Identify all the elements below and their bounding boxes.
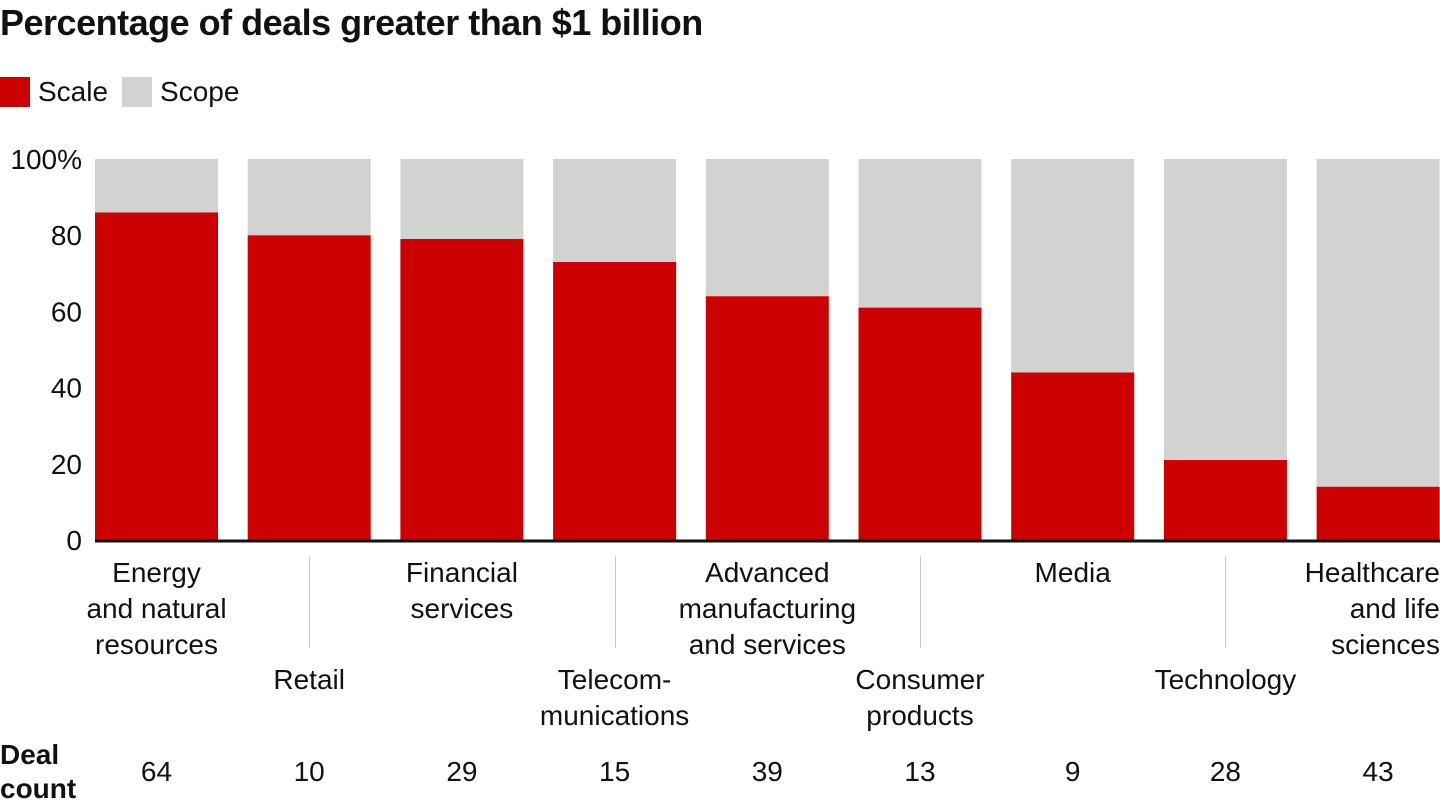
- y-tick-label: 80: [51, 220, 82, 251]
- category-label: Advanced manufacturing and services: [678, 557, 857, 660]
- legend-label-scope: Scope: [160, 76, 240, 107]
- deal-count-value: 9: [1064, 756, 1081, 787]
- bar-scope: [705, 159, 829, 297]
- deal-count-value: 39: [751, 756, 783, 787]
- y-tick-label: 100%: [10, 144, 82, 175]
- label-divider: [309, 556, 311, 648]
- category-label: Financial services: [405, 557, 518, 624]
- bar-scale: [1316, 486, 1440, 540]
- category-label: Healthcare and life sciences: [1304, 557, 1440, 660]
- category-label: Energy and natural resources: [86, 557, 227, 660]
- legend-label-scale: Scale: [38, 76, 109, 107]
- bar-scope: [95, 159, 218, 213]
- bar-scope: [1163, 159, 1287, 460]
- bar-scale: [858, 307, 982, 540]
- bar-scale: [553, 261, 677, 540]
- chart-plot: 0 20 40 60 80 100%: [10, 144, 1440, 556]
- bar-scope: [247, 159, 371, 236]
- bar-scale: [95, 212, 218, 540]
- bar-scope: [1011, 159, 1135, 373]
- legend-swatch-scale: [0, 77, 30, 107]
- legend: Scale Scope: [0, 76, 253, 108]
- label-divider: [1225, 556, 1227, 648]
- legend-item-scale: Scale: [0, 76, 108, 108]
- category-label: Technology: [1154, 664, 1297, 695]
- deal-count-heading: Deal count: [0, 739, 77, 804]
- category-label: Telecom- munications: [539, 664, 690, 731]
- y-tick-label: 0: [66, 525, 82, 556]
- bar-scale: [1011, 372, 1135, 540]
- category-label: Media: [1034, 557, 1111, 588]
- deal-count-value: 28: [1209, 756, 1241, 787]
- deal-count-value: 29: [446, 756, 478, 787]
- deal-count-value: 64: [140, 756, 173, 787]
- deal-count-value: 10: [293, 756, 325, 787]
- bar-scale: [705, 296, 829, 540]
- bar-scale: [247, 235, 371, 540]
- bar-scale: [400, 239, 524, 540]
- y-tick-label: 60: [51, 296, 82, 327]
- category-label: Retail: [273, 664, 345, 695]
- label-divider: [920, 556, 921, 648]
- legend-item-scope: Scope: [122, 76, 239, 108]
- deal-count-value: 15: [599, 756, 631, 787]
- legend-swatch-scope: [122, 77, 153, 107]
- chart-title: Percentage of deals greater than $1 bill…: [0, 2, 703, 43]
- deal-count-value: 13: [904, 756, 936, 787]
- y-tick-label: 20: [51, 449, 82, 480]
- bar-scale: [1163, 459, 1287, 540]
- bar-scope: [400, 159, 524, 240]
- deal-count-value: 43: [1362, 756, 1394, 787]
- bar-scope: [553, 159, 677, 262]
- label-divider: [614, 556, 616, 648]
- bar-scope: [1316, 159, 1440, 487]
- y-tick-label: 40: [51, 373, 82, 404]
- category-label: Consumer products: [855, 664, 985, 731]
- bar-scope: [858, 159, 982, 308]
